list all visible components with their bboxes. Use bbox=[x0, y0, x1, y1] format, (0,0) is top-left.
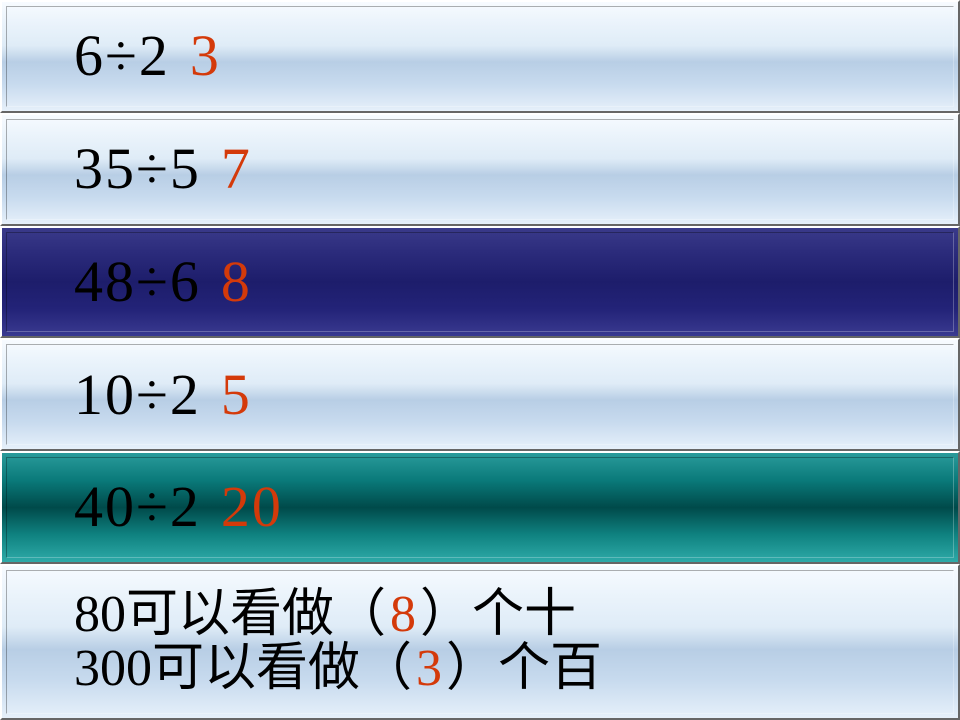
slide-container: 6÷2 3 35÷5 7 48÷6 8 10÷2 5 40÷2 20 80可以看… bbox=[0, 0, 960, 720]
problem-text: 40÷2 bbox=[74, 478, 201, 536]
fill-blank-row: 80可以看做（ 8 ）个十 300可以看做（ 3 ）个百 bbox=[0, 564, 960, 720]
answer-text: 3 bbox=[190, 27, 221, 85]
problem-text: 48÷6 bbox=[74, 253, 201, 311]
fill-before: 80可以看做（ bbox=[74, 589, 386, 641]
equation-row-3: 48÷6 8 bbox=[0, 226, 960, 339]
fill-answer: 8 bbox=[386, 589, 420, 641]
equation-row-2: 35÷5 7 bbox=[0, 113, 960, 226]
fill-line-1: 80可以看做（ 8 ）个十 bbox=[74, 589, 576, 641]
answer-text: 5 bbox=[221, 366, 252, 424]
fill-line-2: 300可以看做（ 3 ）个百 bbox=[74, 643, 602, 695]
problem-text: 6÷2 bbox=[74, 27, 170, 85]
equation-row-4: 10÷2 5 bbox=[0, 338, 960, 451]
problem-text: 10÷2 bbox=[74, 366, 201, 424]
fill-answer: 3 bbox=[412, 643, 446, 695]
equation-row-1: 6÷2 3 bbox=[0, 0, 960, 113]
fill-before: 300可以看做（ bbox=[74, 643, 412, 695]
fill-after: ）个百 bbox=[446, 643, 602, 695]
equation-row-5: 40÷2 20 bbox=[0, 451, 960, 564]
fill-after: ）个十 bbox=[420, 589, 576, 641]
answer-text: 20 bbox=[221, 478, 283, 536]
answer-text: 7 bbox=[221, 140, 252, 198]
problem-text: 35÷5 bbox=[74, 140, 201, 198]
answer-text: 8 bbox=[221, 253, 252, 311]
